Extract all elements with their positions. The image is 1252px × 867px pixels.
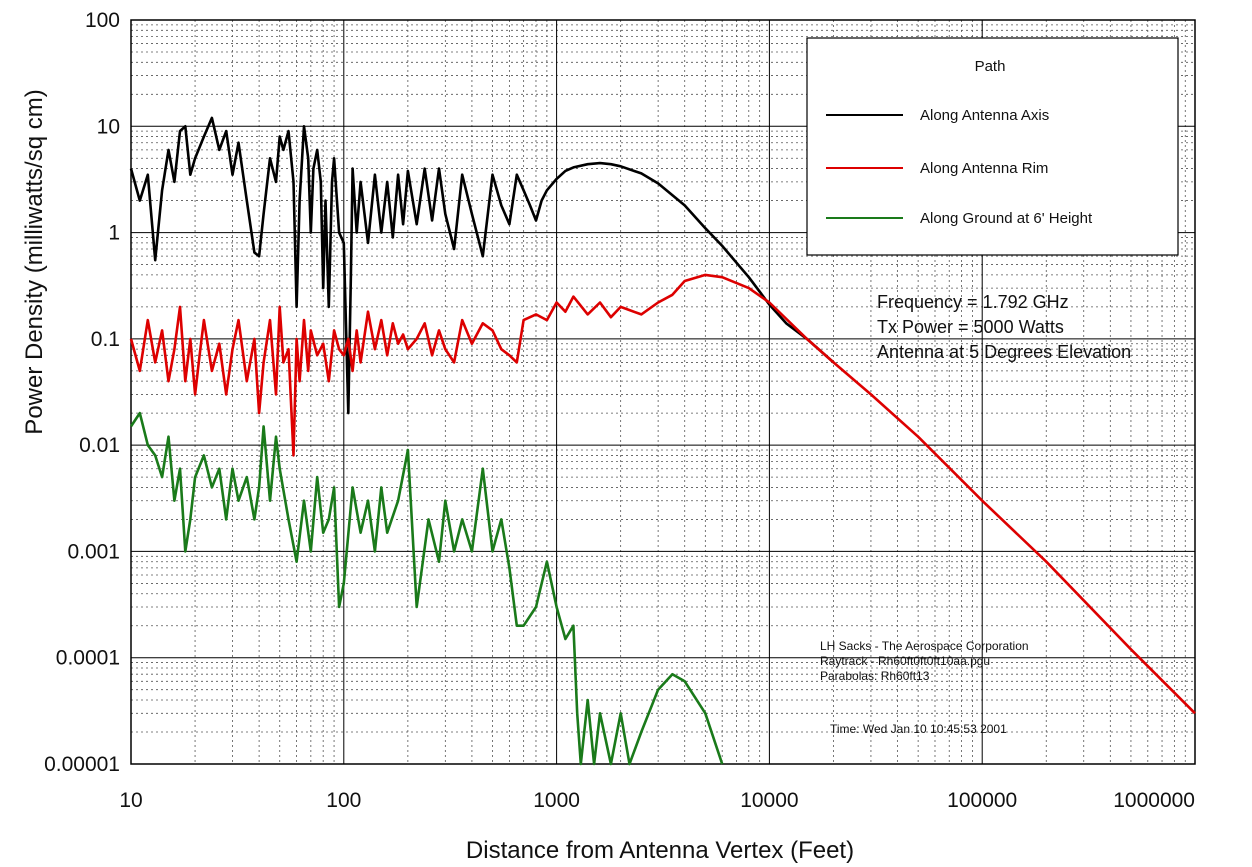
legend-title: Path — [975, 58, 1006, 75]
legend-label-axis: Along Antenna Axis — [920, 107, 1049, 124]
y-tick-labels: 100 10 1 0.1 0.01 0.001 0.0001 0.00001 — [44, 9, 120, 776]
annotation-tx-power: Tx Power = 5000 Watts — [877, 317, 1064, 337]
footer-author: LH Sacks - The Aerospace Corporation — [820, 639, 1029, 653]
parameter-annotation: Frequency = 1.792 GHz Tx Power = 5000 Wa… — [877, 292, 1131, 362]
y-tick-label: 100 — [85, 9, 120, 32]
x-tick-label: 100000 — [947, 789, 1017, 812]
y-tick-label: 0.00001 — [44, 753, 120, 776]
annotation-elevation: Antenna at 5 Degrees Elevation — [877, 342, 1131, 362]
y-tick-label: 0.001 — [67, 540, 120, 563]
legend: Path Along Antenna Axis Along Antenna Ri… — [806, 37, 1179, 256]
y-tick-label: 0.0001 — [56, 647, 120, 670]
x-tick-label: 10 — [119, 789, 142, 812]
legend-label-rim: Along Antenna Rim — [920, 160, 1048, 177]
x-tick-label: 100 — [326, 789, 361, 812]
annotation-frequency: Frequency = 1.792 GHz — [877, 292, 1069, 312]
series-line-ground — [129, 411, 724, 766]
series-line-axis — [129, 116, 835, 415]
x-axis-title: Distance from Antenna Vertex (Feet) — [466, 837, 854, 864]
x-tick-labels: 10 100 1000 10000 100000 1000000 — [119, 789, 1195, 812]
series-layer — [129, 116, 1196, 766]
footer-parabolas: Parabolas: Rh60ft13 — [820, 669, 930, 683]
series-line-rim — [129, 273, 1196, 715]
y-tick-label: 0.1 — [91, 328, 120, 351]
footer-time: Time: Wed Jan 10 10:45:53 2001 — [830, 722, 1007, 736]
y-axis-title: Power Density (milliwatts/sq cm) — [21, 89, 48, 434]
y-tick-label: 0.01 — [79, 434, 120, 457]
footer-annotation: LH Sacks - The Aerospace Corporation Ray… — [820, 639, 1029, 736]
x-tick-label: 1000 — [533, 789, 580, 812]
legend-label-ground: Along Ground at 6' Height — [920, 210, 1093, 227]
plot-frame — [130, 19, 1196, 765]
y-tick-label: 1 — [108, 222, 120, 245]
x-tick-label: 10000 — [740, 789, 798, 812]
y-tick-label: 10 — [97, 115, 120, 138]
footer-raytrack: Raytrack - Rh60ft0ft0ft10aa.pgu — [820, 654, 990, 668]
x-tick-label: 1000000 — [1113, 789, 1195, 812]
